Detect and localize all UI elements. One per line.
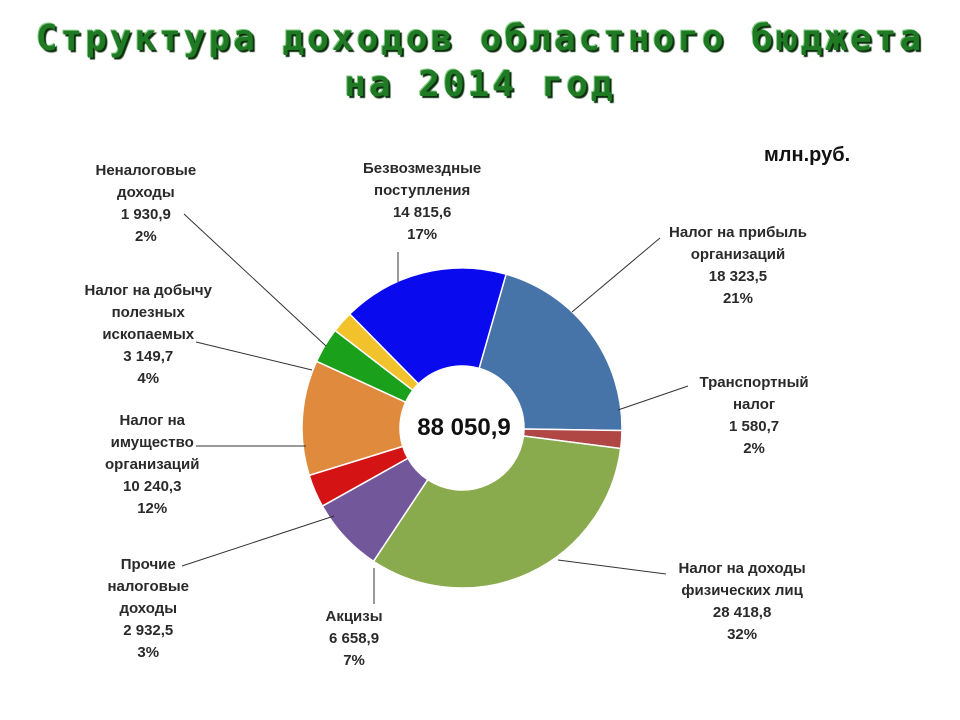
slice-label-profit: Налог на прибыль организаций 18 323,5 21%	[669, 222, 807, 310]
leader-line-profit	[571, 237, 661, 313]
leader-line-ndfl	[557, 559, 667, 575]
slice-percent: 2%	[743, 440, 765, 457]
slice-percent: 4%	[137, 370, 160, 387]
slice-label-name: налоговые	[107, 578, 189, 595]
slice-value: 6 658,9	[329, 630, 380, 647]
slice-percent: 7%	[343, 652, 365, 669]
slice-percent: 21%	[722, 290, 753, 307]
slice-label-other_tax: Прочие налоговые доходы 2 932,5 3%	[108, 554, 189, 664]
slice-label-name: поступления	[374, 182, 471, 199]
slice-profit	[478, 273, 623, 432]
slice-label-name: доходы	[117, 184, 175, 201]
slice-label-name: Акцизы	[325, 608, 383, 625]
leader-line-other_tax	[181, 515, 335, 567]
slice-label-name: налог	[732, 396, 776, 413]
slice-percent: 32%	[727, 626, 758, 643]
slice-label-name: Налог на доходы	[678, 560, 806, 577]
slice-percent: 2%	[134, 228, 157, 245]
slice-percent: 17%	[407, 226, 438, 243]
leader-line-nontax	[183, 213, 327, 347]
slice-label-name: Налог на добычу	[84, 282, 212, 299]
slice-label-property: Налог на имущество организаций 10 240,3 12%	[105, 410, 199, 520]
slice-percent: 12%	[137, 500, 168, 517]
units-label: млн.руб.	[764, 144, 851, 166]
slice-label-name: Безвозмездные	[363, 160, 482, 177]
slice-value: 10 240,3	[123, 478, 182, 495]
slice-label-name: ископаемых	[102, 326, 195, 343]
slice-label-name: организаций	[690, 246, 786, 263]
slice-label-name: организаций	[105, 456, 200, 473]
slice-ndfl	[372, 435, 622, 589]
slice-label-nontax: Неналоговые доходы 1 930,9 2%	[96, 160, 197, 248]
slice-grants	[348, 267, 508, 385]
slice-label-mining: Налог на добычу полезных ископаемых 3 149,7…	[85, 280, 212, 390]
slice-label-name: полезных	[111, 304, 185, 321]
slice-value: 18 323,5	[708, 268, 768, 285]
slice-label-transport: Транспортный налог 1 580,7 2%	[700, 372, 809, 460]
chart-title-line-1: Структура доходов областного бюджета	[35, 18, 925, 59]
slice-label-excise: Акцизы 6 658,9 7%	[326, 606, 383, 672]
slice-label-name: имущество	[110, 434, 194, 451]
slice-value: 1 930,9	[120, 206, 171, 223]
slice-label-ndfl: Налог на доходы физических лиц 28 418,8 32%	[679, 558, 806, 646]
slice-label-name: Неналоговые	[95, 162, 197, 179]
slice-property	[301, 360, 407, 477]
leader-line-mining	[195, 341, 313, 371]
leader-line-transport	[617, 385, 689, 411]
donut-total: 88 050,9	[417, 414, 511, 441]
slice-value: 1 580,7	[729, 418, 780, 435]
slice-label-name: Прочие	[120, 556, 176, 573]
chart-title-line-2: на 2014 год	[344, 64, 616, 105]
slice-value: 14 815,6	[392, 204, 452, 221]
slice-value: 2 932,5	[123, 622, 174, 639]
slice-value: 3 149,7	[123, 348, 174, 365]
slice-label-name: Налог на	[119, 412, 185, 429]
slice-percent: 3%	[137, 644, 160, 661]
slice-label-name: доходы	[119, 600, 178, 617]
slice-label-name: Транспортный	[699, 374, 809, 391]
slice-label-name: физических лиц	[681, 582, 803, 599]
slice-label-name: Налог на прибыль	[669, 224, 807, 241]
slice-value: 28 418,8	[712, 604, 772, 621]
slice-label-grants: Безвозмездные поступления 14 815,6 17%	[363, 158, 481, 246]
